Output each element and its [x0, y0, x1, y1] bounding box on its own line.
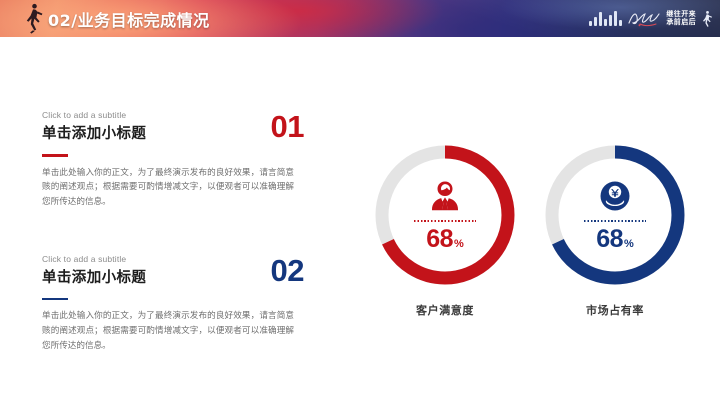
donut-chart-label: 客户满意度 — [416, 304, 474, 317]
donut-ring-svg — [375, 145, 515, 285]
bar-chart-logo-icon — [589, 11, 623, 26]
donut-chart-label: 市场占有率 — [586, 304, 644, 317]
block-body-text: 单击此处输入你的正文，为了最终演示发布的良好效果，请言简意赅的阐述观点；根据需要… — [42, 311, 294, 351]
accent-divider — [42, 154, 68, 157]
dotted-separator — [584, 219, 646, 222]
content-block-02: Click to add a subtitle 单击添加小标题 02 单击此处输… — [42, 252, 305, 354]
block-kicker: Click to add a subtitle — [42, 110, 127, 120]
content-block-01: Click to add a subtitle 单击添加小标题 01 单击此处输… — [42, 109, 305, 210]
donut-percentage-value: 68 — [596, 224, 624, 253]
block-number: 02 — [270, 252, 305, 288]
dotted-separator — [414, 219, 476, 222]
slide-header: 02/业务目标完成情况 继往开来 承前启后 — [0, 0, 720, 37]
donut-value-arc — [545, 145, 685, 285]
donut-value-arc — [375, 145, 515, 285]
donut-ring: 68 % — [540, 140, 690, 290]
block-body-text: 单击此处输入你的正文，为了最终演示发布的良好效果，请言简意赅的阐述观点；根据需要… — [42, 167, 294, 208]
donut-percentage-value: 68 — [426, 224, 454, 253]
donut-ring: 68 % — [370, 140, 520, 290]
donut-center: 68 % — [540, 140, 690, 290]
businessman-icon — [432, 181, 458, 210]
donut-percentage-unit: % — [454, 237, 464, 250]
brand-logo: 继往开来 承前启后 — [589, 0, 712, 37]
brand-slogan-line2: 承前启后 — [666, 17, 696, 26]
handwritten-signature-icon — [628, 12, 660, 26]
donut-percentage: 68 % — [596, 224, 634, 253]
donut-percentage-unit: % — [624, 237, 634, 250]
left-content-column: Click to add a subtitle 单击添加小标题 01 单击此处输… — [42, 109, 305, 354]
block-title: 单击添加小标题 — [42, 269, 147, 286]
block-number: 01 — [270, 109, 305, 144]
block-title: 单击添加小标题 — [42, 126, 147, 142]
donut-center: 68 % — [370, 140, 520, 290]
runner-silhouette-icon — [26, 3, 43, 34]
donut-chart-marketshare: 68 % 市场占有率 — [530, 140, 700, 318]
page-title: 02/业务目标完成情况 — [48, 10, 210, 30]
brand-slogan: 继往开来 承前启后 — [666, 9, 696, 27]
brand-runner-silhouette-icon — [703, 10, 712, 27]
donut-ring-svg — [545, 145, 685, 285]
donut-chart-group: 68 % 客户满意度 — [360, 140, 700, 318]
accent-divider — [42, 297, 68, 301]
donut-percentage: 68 % — [426, 224, 464, 253]
block-kicker: Click to add a subtitle — [42, 253, 127, 264]
donut-chart-satisfaction: 68 % 客户满意度 — [360, 140, 530, 318]
brand-slogan-line1: 继往开来 — [666, 9, 696, 18]
money-in-hand-icon — [600, 181, 630, 210]
